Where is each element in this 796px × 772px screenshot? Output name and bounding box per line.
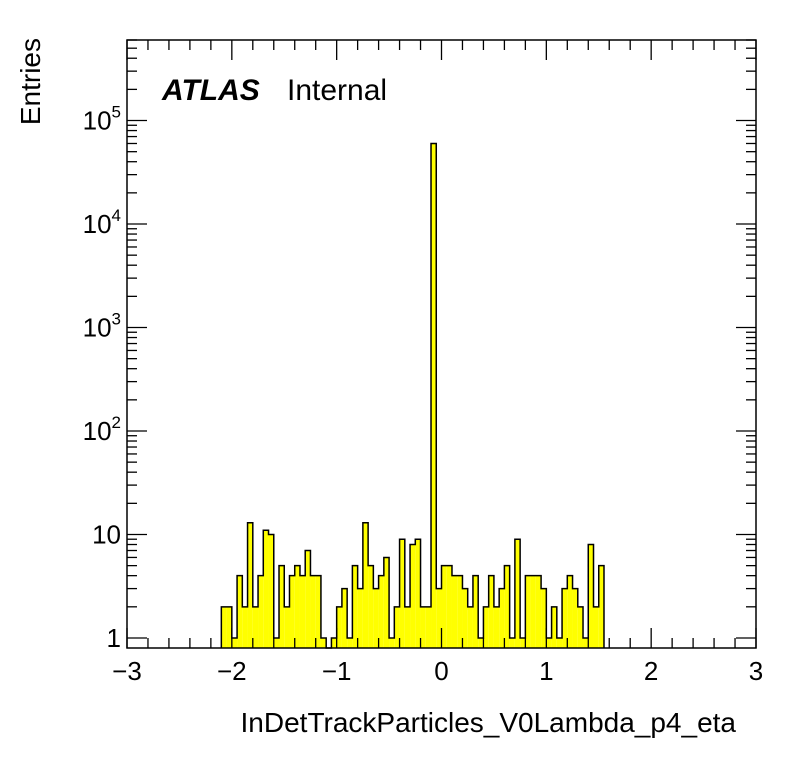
histogram-bar: [446, 565, 452, 648]
histogram-bar: [242, 606, 248, 648]
histogram-bars: [221, 143, 604, 648]
histogram-bar: [588, 544, 594, 648]
histogram-bar: [415, 539, 421, 648]
histogram-bar: [556, 637, 563, 648]
histogram-bar: [347, 637, 353, 648]
histogram-bar: [535, 575, 542, 648]
histogram-bar: [357, 588, 363, 648]
histogram-bar: [462, 588, 468, 648]
atlas-label: ATLAS: [161, 74, 260, 107]
histogram-bar: [284, 606, 290, 648]
plot-frame: [126, 39, 757, 649]
histogram-bar: [383, 557, 390, 648]
histogram-bar: [520, 637, 526, 648]
axis-ticks: [126, 39, 757, 648]
histogram-bar: [525, 575, 531, 648]
histogram-bar: [583, 637, 589, 648]
y-tick-labels: 1 10 102 103 104 105: [83, 103, 121, 653]
histogram-bar: [478, 637, 484, 648]
internal-label: Internal: [287, 74, 387, 107]
y-tick-label: 103: [83, 310, 121, 343]
histogram-bar: [593, 606, 599, 648]
histogram-bar: [404, 606, 411, 648]
histogram-bar: [247, 522, 253, 648]
y-tick-label: 10: [92, 519, 121, 549]
histogram-bar: [436, 588, 442, 648]
histogram-bar: [320, 637, 327, 648]
x-tick-label: 2: [644, 656, 658, 686]
histogram-bar: [509, 637, 515, 648]
x-tick-label: 3: [749, 656, 763, 686]
x-tick-label: 0: [434, 656, 448, 686]
histogram-bar: [420, 606, 426, 648]
histogram-bar: [598, 565, 604, 648]
histogram-bar: [567, 575, 573, 648]
histogram-bar: [457, 575, 463, 648]
histogram-bar: [373, 588, 379, 648]
histogram-bar: [472, 575, 479, 648]
histogram-bar: [263, 530, 269, 648]
x-axis-title: InDetTrackParticles_V0Lambda_p4_eta: [241, 707, 737, 738]
y-axis-title: Entries: [15, 38, 46, 125]
histogram-bar: [493, 606, 500, 648]
histogram-bar: [268, 534, 274, 648]
histogram-outline: [220, 142, 605, 649]
histogram-bar: [546, 637, 552, 648]
histogram-bar: [483, 606, 489, 648]
histogram-bar: [425, 606, 432, 648]
x-tick-label: −3: [112, 656, 142, 686]
histogram-bar: [273, 637, 280, 648]
histogram-bar: [258, 575, 264, 648]
histogram-bar: [331, 637, 337, 648]
histogram-bar: [467, 606, 473, 648]
histogram-bar: [252, 606, 259, 648]
x-tick-label: 1: [539, 656, 553, 686]
histogram-bar: [378, 575, 384, 648]
histogram-bar: [294, 565, 300, 648]
histogram-bar: [389, 637, 395, 648]
histogram-bar: [441, 565, 447, 648]
histogram-bar: [362, 522, 369, 648]
histogram-bar: [299, 575, 306, 648]
histogram-bar: [410, 544, 416, 648]
y-tick-label: 102: [83, 413, 121, 446]
histogram-bar: [231, 637, 238, 648]
histogram-bar: [572, 588, 578, 648]
histogram-bar: [488, 575, 494, 648]
histogram-bar: [221, 606, 227, 648]
histogram-bar: [562, 588, 568, 648]
histogram-bar: [394, 606, 400, 648]
y-tick-label: 104: [83, 206, 121, 239]
histogram-bar: [279, 565, 285, 648]
histogram-bar: [310, 575, 316, 648]
histogram-bar: [226, 606, 232, 648]
x-tick-labels: −3 −2 −1 0 1 2 3: [112, 656, 763, 686]
histogram-bar: [289, 575, 295, 648]
histogram-bar: [504, 565, 510, 648]
histogram-bar: [341, 588, 348, 648]
histogram-bar: [315, 575, 321, 648]
histogram-bar: [336, 606, 342, 648]
histogram-bar: [577, 606, 584, 648]
histogram-bar: [514, 539, 521, 648]
x-tick-label: −1: [322, 656, 352, 686]
y-tick-label: 105: [83, 103, 121, 136]
histogram-bar: [530, 575, 536, 648]
histogram-bar: [499, 588, 505, 648]
histogram-bar: [451, 575, 458, 648]
histogram-bar: [368, 565, 374, 648]
histogram-bar: [541, 588, 547, 648]
histogram-bar: [237, 575, 243, 648]
histogram-bar: [305, 550, 311, 648]
histogram-bar: [551, 606, 557, 648]
histogram-bar: [399, 539, 405, 648]
histogram-bar: [352, 565, 358, 648]
histogram-bar: [431, 143, 437, 648]
x-tick-label: −2: [217, 656, 247, 686]
y-tick-label: 1: [107, 623, 121, 653]
